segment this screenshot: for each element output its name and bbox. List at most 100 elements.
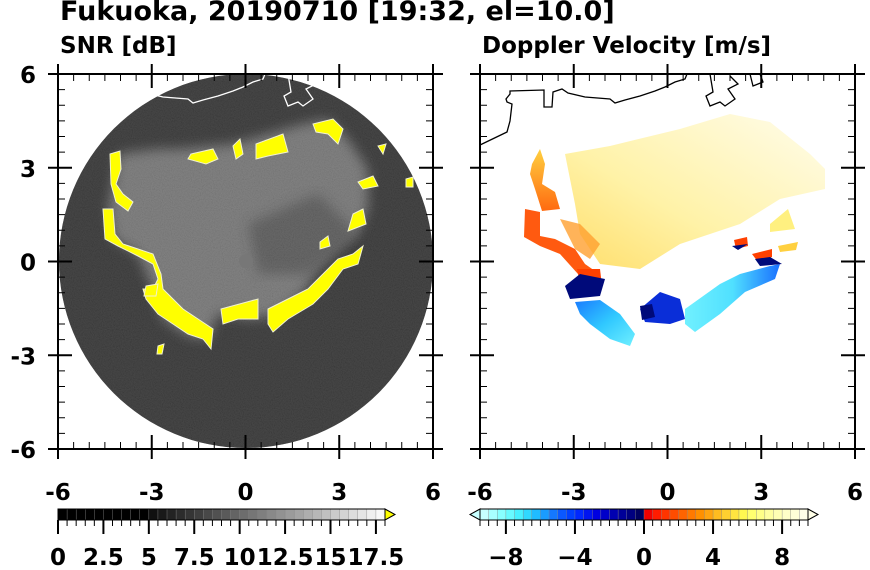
colorbar-cell <box>704 508 714 521</box>
colorbar-cell <box>497 508 507 521</box>
colorbar-max-arrow <box>384 508 397 521</box>
snr-echo-patch <box>156 343 165 355</box>
colorbar-cell <box>303 508 313 521</box>
snr-echo-patch <box>255 133 289 160</box>
snr-echo-patch <box>319 235 331 250</box>
colorbar-cell <box>781 508 792 521</box>
colorbar-cell <box>522 508 533 521</box>
x-tick-label: 3 <box>331 480 347 506</box>
colorbar-cell <box>514 508 524 521</box>
colorbar-cell <box>747 508 757 521</box>
colorbar-cell <box>540 508 550 521</box>
velocity-colorbar: −8 −4 0 4 8 <box>468 508 820 570</box>
colorbar-cell <box>103 508 113 521</box>
snr-echo-patch <box>143 283 159 297</box>
colorbar-cell <box>548 508 559 521</box>
colorbar-cell <box>592 508 602 521</box>
colorbar-cell <box>121 508 132 521</box>
colorbar-cell <box>609 508 619 521</box>
colorbar-tick-label: 0 <box>636 545 652 570</box>
colorbar-cell <box>184 508 195 521</box>
snr-echo-patch <box>220 298 259 325</box>
velocity-echo-orange <box>530 149 560 211</box>
colorbar-cell <box>488 508 498 521</box>
colorbar-cell <box>239 508 250 521</box>
colorbar-tick-label: 8 <box>774 545 790 570</box>
colorbar-tick-label: 2.5 <box>83 545 124 570</box>
coastline <box>58 74 266 146</box>
colorbar-cell <box>738 508 749 521</box>
snr-axes: -6 -3 0 3 6 6 3 0 -3 -6 <box>10 63 443 506</box>
colorbar-cell <box>248 508 259 521</box>
radar-site-marker <box>239 254 253 268</box>
velocity-axes: -6 -3 0 3 6 <box>467 64 865 506</box>
velocity-echo-yellow-right <box>770 209 795 232</box>
colorbar-cell <box>600 508 610 521</box>
colorbar-cell <box>764 508 774 521</box>
x-tick-label: -3 <box>561 480 587 506</box>
snr-echo-patch <box>357 175 379 190</box>
colorbar-cell <box>257 508 268 521</box>
colorbar-tick-label: 4 <box>705 545 721 570</box>
colorbar-cell <box>348 508 359 521</box>
colorbar-cell <box>57 508 68 521</box>
colorbar-cell <box>203 508 213 521</box>
snr-over-range-echoes <box>102 118 414 355</box>
x-tick-label: -6 <box>45 480 71 506</box>
island-outline <box>283 74 318 107</box>
colorbar-cell <box>583 508 593 521</box>
colorbar-cell <box>339 508 350 521</box>
colorbar-cell <box>799 508 809 521</box>
colorbar-cell <box>94 508 104 521</box>
colorbar-tick-label: 10 <box>224 545 256 570</box>
colorbar-cell <box>505 508 516 521</box>
snr-echo-patch <box>232 137 244 160</box>
colorbar-cell <box>266 508 277 521</box>
snr-echo-patch <box>102 208 214 351</box>
colorbar-cell <box>175 508 186 521</box>
colorbar-cell <box>678 508 688 521</box>
y-tick-label: -6 <box>10 438 36 464</box>
colorbar-cell <box>66 508 77 521</box>
colorbar-cell <box>712 508 723 521</box>
colorbar-cell <box>130 508 141 521</box>
x-tick-label: 6 <box>847 480 863 506</box>
velocity-plot-area <box>480 74 825 346</box>
y-tick-label: 3 <box>20 157 36 183</box>
velocity-receding-cloud <box>565 114 825 269</box>
colorbar-cell <box>85 508 95 521</box>
colorbar-cell <box>275 508 286 521</box>
colorbar-cell <box>626 508 636 521</box>
snr-colorbar: 0 2.5 5 7.5 10 12.5 15 17.5 <box>50 508 404 570</box>
colorbar-cell <box>139 508 150 521</box>
colorbar-cell <box>357 508 368 521</box>
figure-title: Fukuoka, 20190710 [19:32, el=10.0] <box>60 0 615 27</box>
x-tick-label: 6 <box>425 480 441 506</box>
colorbar-cell <box>321 508 331 521</box>
colorbar-cell <box>479 508 490 521</box>
colorbar-cell <box>293 508 304 521</box>
colorbar-cell <box>148 508 159 521</box>
x-tick-label: 0 <box>659 480 675 506</box>
snr-echo-patch <box>267 244 364 333</box>
colorbar-cell <box>366 508 377 521</box>
colorbar-tick-label: −8 <box>488 545 523 570</box>
colorbar-cell <box>375 508 386 521</box>
colorbar-tick-label: 0 <box>50 545 66 570</box>
velocity-echo-red <box>524 209 595 279</box>
snr-echo-patch <box>347 208 367 232</box>
colorbar-cell <box>557 508 567 521</box>
x-tick-label: -3 <box>139 480 165 506</box>
island-outline <box>705 74 740 107</box>
x-tick-label: 3 <box>753 480 769 506</box>
colorbar-cell <box>330 508 341 521</box>
snr-echo-patch <box>377 143 387 156</box>
colorbar-cell <box>75 508 86 521</box>
velocity-echo-blue-left <box>575 300 635 346</box>
snr-echo-patch <box>109 150 134 212</box>
snr-echo-patch <box>405 176 414 188</box>
colorbar-max-arrow <box>807 508 820 521</box>
colorbar-cell <box>617 508 628 521</box>
velocity-panel-title: Doppler Velocity [m/s] <box>482 33 772 59</box>
